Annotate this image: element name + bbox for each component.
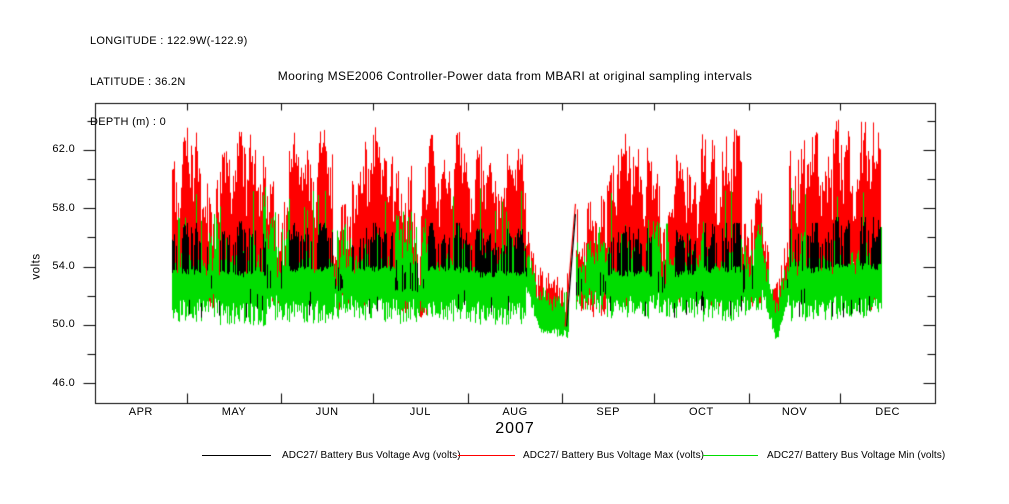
y-tick-label: 62.0 — [52, 143, 75, 156]
x-month-label: MAY — [221, 406, 247, 418]
x-month-label: DEC — [875, 406, 900, 418]
chart-title: Mooring MSE2006 Controller-Power data fr… — [277, 69, 753, 83]
legend-label-avg: ADC27/ Battery Bus Voltage Avg (volts) — [282, 450, 461, 461]
x-month-label: SEP — [596, 406, 620, 418]
legend-swatch-min — [703, 455, 758, 456]
depth-label: DEPTH (m) : 0 — [90, 116, 167, 128]
x-month-label: AUG — [502, 406, 528, 418]
x-month-label: OCT — [688, 406, 714, 418]
station-info: LONGITUDE : 122.9W(-122.9) LATITUDE : 36… — [90, 8, 248, 157]
x-month-label: JUN — [315, 406, 339, 418]
legend-swatch-avg — [202, 455, 271, 456]
legend-label-min: ADC27/ Battery Bus Voltage Min (volts) — [767, 450, 946, 461]
x-month-label: NOV — [781, 406, 808, 418]
legend-swatch-max — [458, 455, 515, 456]
longitude-label: LONGITUDE : 122.9W(-122.9) — [90, 35, 248, 47]
x-month-label: JUL — [409, 406, 431, 418]
x-month-label: APR — [128, 406, 153, 418]
y-tick-label: 58.0 — [52, 201, 75, 214]
x-axis-year-label: 2007 — [495, 420, 535, 437]
legend-label-max: ADC27/ Battery Bus Voltage Max (volts) — [523, 450, 705, 461]
y-tick-label: 46.0 — [52, 376, 75, 389]
latitude-label: LATITUDE : 36.2N — [90, 75, 186, 88]
y-tick-label: 54.0 — [52, 260, 75, 273]
y-tick-label: 50.0 — [52, 318, 75, 331]
